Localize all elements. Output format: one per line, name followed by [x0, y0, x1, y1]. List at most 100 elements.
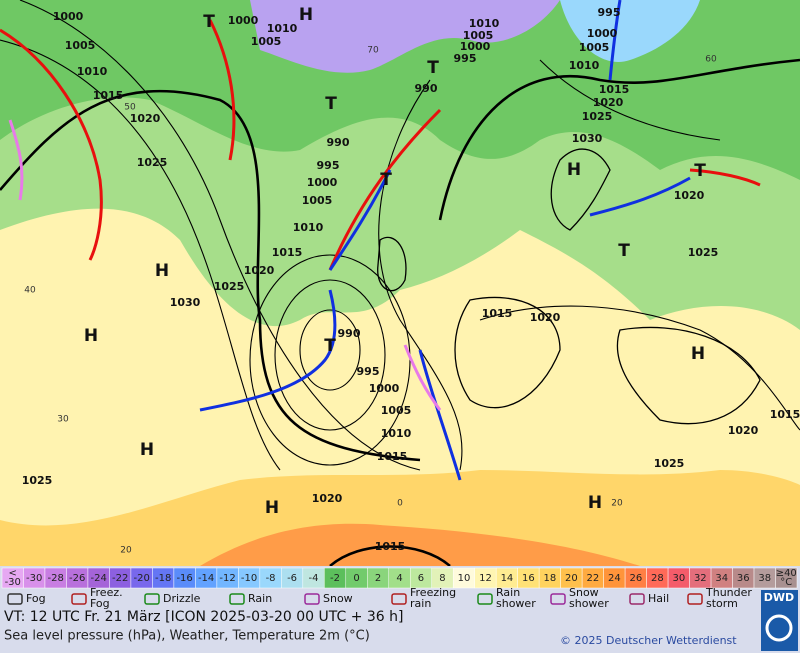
pressure-label: 1000 — [369, 382, 400, 395]
scale-label: -18 — [155, 573, 171, 584]
scale-label: 2 — [375, 573, 381, 584]
pressure-label: 1025 — [22, 474, 53, 487]
isotherm-label: 20 — [611, 499, 623, 509]
pressure-label: 1015 — [770, 408, 800, 421]
cold-zone — [250, 0, 560, 73]
isotherm-label: 0 — [397, 499, 403, 509]
scale-label: 26 — [629, 573, 642, 584]
pressure-system: T — [618, 241, 630, 261]
temperature-scale: <-30 -30 -28 -26 -24 -22 -20 -18 -16 -14 -12 -10 -8-… — [1, 567, 798, 589]
pressure-label: 1010 — [77, 65, 108, 78]
weather-legend: Fog Freez.Fog Drizzle Rain Snow FreezingrainR… — [7, 586, 752, 610]
scale-label: -24 — [91, 573, 107, 584]
pressure-label: 1005 — [463, 29, 494, 42]
pressure-label: 1020 — [530, 311, 561, 324]
pressure-label: 1000 — [587, 27, 618, 40]
cold-front — [608, 0, 622, 81]
pressure-label: 1030 — [170, 296, 201, 309]
scale-label: -10 — [241, 573, 257, 584]
weather-label: Snow — [569, 586, 599, 599]
scale-label: -20 — [133, 573, 149, 584]
cold-front — [328, 169, 392, 271]
pressure-system: H — [691, 344, 705, 364]
weather-label: Thunder — [705, 586, 752, 599]
pressure-label: 1020 — [593, 96, 624, 109]
pressure-label: 1020 — [312, 492, 343, 505]
warm-front — [328, 108, 442, 271]
weather-icon — [391, 593, 407, 605]
pressure-label: 995 — [317, 159, 340, 172]
map-labels: 1000100510101015102010251030102510201015… — [22, 5, 800, 556]
scale-label: 16 — [522, 573, 535, 584]
scale-label: 4 — [396, 573, 402, 584]
weather-label: Rain — [496, 586, 520, 599]
warm-front — [208, 19, 236, 161]
pressure-label: 1005 — [65, 39, 96, 52]
scale-label: 14 — [501, 573, 514, 584]
cold-front — [589, 176, 691, 217]
scale-label: -22 — [112, 573, 128, 584]
scale-label: 34 — [715, 573, 728, 584]
weather-icon — [550, 593, 566, 605]
weather-label: Hail — [648, 592, 669, 605]
pressure-label: 1015 — [482, 307, 513, 320]
weather-label: Rain — [248, 592, 272, 605]
weather-icon — [304, 593, 320, 605]
pressure-system: H — [299, 5, 313, 25]
weather-label: rain — [410, 597, 431, 610]
scale-label: -2 — [330, 573, 340, 584]
map: 1000100510101015102010251030102510201015… — [0, 0, 800, 566]
scale-label: -16 — [176, 573, 192, 584]
weather-icon — [144, 593, 160, 605]
isotherm-label: 30 — [57, 415, 69, 425]
scale-label: 28 — [651, 573, 664, 584]
weather-label: storm — [706, 597, 738, 610]
pressure-label: 1015 — [599, 83, 630, 96]
pressure-label: 1020 — [728, 424, 759, 437]
scale-label: ≥40 — [776, 568, 797, 579]
cold-front — [418, 349, 462, 481]
pressure-label: 995 — [357, 365, 380, 378]
scale-label: -4 — [309, 573, 319, 584]
pressure-label: 990 — [415, 82, 438, 95]
pressure-label: 995 — [598, 6, 621, 19]
isotherm-label: 70 — [367, 46, 379, 56]
dwd-logo-mark — [765, 614, 793, 642]
scale-label: -14 — [198, 573, 214, 584]
pressure-label: 1000 — [460, 40, 491, 53]
weather-label: shower — [569, 597, 609, 610]
pressure-label: 1015 — [93, 89, 124, 102]
pressure-system: T — [694, 161, 706, 181]
weather-label: Fog — [26, 592, 46, 605]
pressure-system: T — [325, 94, 337, 114]
scale-label: 22 — [587, 573, 600, 584]
scale-label: -30 — [5, 577, 21, 588]
pressure-label: 1000 — [307, 176, 338, 189]
isotherm-label: 60 — [705, 55, 717, 65]
dwd-logo-text: DWD — [764, 591, 794, 604]
pressure-label: 1005 — [251, 35, 282, 48]
scale-label: 24 — [608, 573, 621, 584]
cold-front — [199, 289, 337, 412]
scale-label: 38 — [758, 573, 771, 584]
weather-icon — [229, 593, 245, 605]
scale-label: -12 — [219, 573, 235, 584]
weather-label: Freezing — [410, 586, 456, 599]
scale-label: 0 — [353, 573, 359, 584]
scale-label: 10 — [458, 573, 471, 584]
valid-time: VT: 12 UTC Fr. 21 März [ICON 2025-03-20 … — [4, 609, 403, 625]
pressure-label: 1000 — [228, 14, 259, 27]
pressure-system: H — [155, 261, 169, 281]
weather-label: Drizzle — [163, 592, 201, 605]
pressure-label: 1000 — [53, 10, 84, 23]
pressure-system: H — [567, 160, 581, 180]
scale-cell — [775, 567, 798, 589]
cold-zone — [560, 0, 700, 62]
occlusion — [403, 344, 442, 411]
pressure-label: 1015 — [375, 540, 406, 553]
scale-label: -28 — [48, 573, 64, 584]
pressure-label: 1025 — [582, 110, 613, 123]
scale-label: 30 — [672, 573, 685, 584]
scale-label: 32 — [694, 573, 707, 584]
